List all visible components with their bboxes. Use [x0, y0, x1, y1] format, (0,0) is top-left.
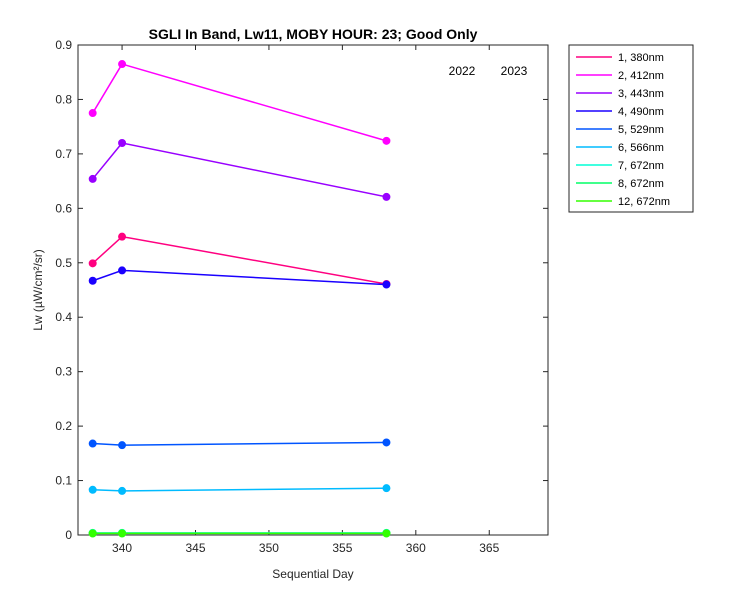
data-point-series-2 [382, 136, 391, 145]
legend-entry-label: 7, 672nm [618, 160, 664, 172]
data-point-series-2 [88, 109, 97, 118]
y-tick-label: 0.4 [55, 310, 72, 324]
data-point-series-6 [382, 484, 391, 493]
y-tick-label: 0.1 [55, 474, 72, 488]
x-axis-label: Sequential Day [272, 567, 353, 581]
annotation-year-2023: 2023 [501, 64, 528, 78]
series-group [88, 60, 391, 538]
y-tick-label: 0.2 [55, 419, 72, 433]
data-point-series-6 [88, 485, 97, 494]
data-point-series-1 [88, 259, 97, 268]
legend-entry-label: 8, 672nm [618, 178, 664, 190]
y-tick-label: 0.8 [55, 92, 72, 106]
x-tick-label: 340 [112, 541, 132, 555]
x-tick-label: 350 [259, 541, 279, 555]
legend-entry-label: 2, 412nm [618, 70, 664, 82]
y-tick-label: 0.9 [55, 38, 72, 52]
legend-entry-label: 5, 529nm [618, 124, 664, 136]
y-axis-ticks: 0 0.1 0.2 0.3 0.4 0.5 0.6 0.7 0.8 0.9 [55, 38, 548, 542]
data-point-series-3 [118, 139, 127, 147]
data-point-series-5 [118, 441, 127, 450]
legend: 1, 380nm 2, 412nm 3, 443nm 4, 490nm 5, 529nm… [576, 52, 670, 208]
y-tick-label: 0 [65, 528, 72, 542]
legend-entry-label: 3, 443nm [618, 88, 664, 100]
y-tick-label: 0.6 [55, 201, 72, 215]
data-point-series-3 [382, 192, 391, 201]
chart-title: SGLI In Band, Lw11, MOBY HOUR: 23; Good … [149, 26, 478, 42]
plot-area [77, 44, 549, 536]
data-point-series-2 [118, 60, 127, 69]
data-point-series-1 [118, 232, 127, 241]
legend-entry-label: 12, 672nm [618, 196, 670, 208]
annotation-year-2022: 2022 [449, 64, 476, 78]
x-tick-label: 345 [185, 541, 205, 555]
data-point-series-9 [88, 529, 97, 538]
data-point-series-4 [88, 276, 97, 285]
data-point-series-6 [118, 486, 127, 495]
y-tick-label: 0.7 [55, 147, 72, 161]
data-point-series-3 [88, 174, 97, 183]
data-point-series-9 [382, 529, 391, 538]
y-tick-label: 0.5 [55, 256, 72, 270]
x-axis-ticks: 340 345 350 355 360 365 [112, 45, 500, 555]
legend-entry-label: 4, 490nm [618, 106, 664, 118]
x-tick-label: 365 [479, 541, 499, 555]
x-tick-label: 360 [406, 541, 426, 555]
data-point-series-5 [88, 439, 97, 448]
data-point-series-4 [118, 266, 127, 275]
y-axis-label: Lw (µW/cm²/sr) [31, 249, 45, 331]
y-tick-label: 0.3 [55, 365, 72, 379]
data-point-series-5 [382, 438, 391, 447]
x-tick-label: 355 [332, 541, 352, 555]
data-point-series-9 [118, 529, 127, 538]
legend-entry-label: 1, 380nm [618, 52, 664, 64]
legend-entry-label: 6, 566nm [618, 142, 664, 154]
data-point-series-4 [382, 280, 391, 289]
